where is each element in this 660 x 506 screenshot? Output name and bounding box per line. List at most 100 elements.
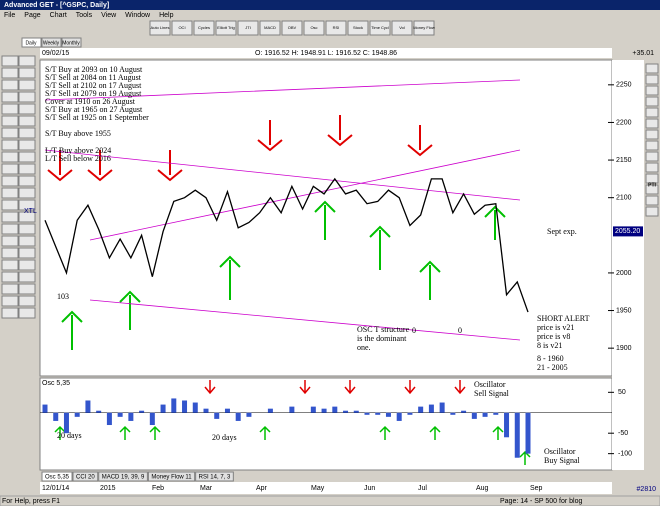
left-tool[interactable] (1, 175, 19, 187)
menu-item[interactable]: File (4, 12, 15, 19)
tool-button[interactable] (325, 20, 347, 36)
left-tool[interactable] (1, 139, 19, 151)
x-axis-label: Aug (476, 485, 489, 492)
left-tool[interactable] (1, 199, 19, 211)
right-tool[interactable] (645, 63, 659, 74)
tool-button[interactable] (281, 20, 303, 36)
osc-bar (203, 408, 209, 413)
left-tool[interactable] (18, 67, 36, 79)
menu-item[interactable]: Chart (50, 12, 67, 19)
left-tool[interactable] (1, 79, 19, 91)
chart-annotation: L/T Buy above 2024 (45, 146, 111, 155)
menu-item[interactable]: Help (159, 12, 174, 19)
left-tool[interactable] (1, 223, 19, 235)
right-tool[interactable] (645, 96, 659, 107)
right-tool[interactable] (645, 195, 659, 206)
tool-button[interactable] (303, 20, 325, 36)
tab[interactable] (61, 37, 82, 48)
tool-button[interactable] (193, 20, 215, 36)
left-tool[interactable] (18, 307, 36, 319)
left-tool[interactable] (1, 103, 19, 115)
right-tool[interactable] (645, 162, 659, 173)
status-left: For Help, press F1 (2, 498, 60, 505)
left-tool[interactable] (18, 127, 36, 139)
left-tool[interactable] (18, 295, 36, 307)
left-tool[interactable] (1, 211, 19, 223)
right-tool[interactable] (645, 151, 659, 162)
left-tool[interactable] (1, 295, 19, 307)
left-tool[interactable] (18, 199, 36, 211)
right-tool[interactable] (645, 129, 659, 140)
left-tool[interactable] (1, 271, 19, 283)
left-tool[interactable] (18, 187, 36, 199)
right-tool[interactable] (645, 206, 659, 217)
tool-button[interactable] (369, 20, 391, 36)
left-tool[interactable] (18, 91, 36, 103)
left-tool[interactable] (18, 235, 36, 247)
tool-button[interactable] (391, 20, 413, 36)
osc-bar (149, 412, 155, 426)
tool-button[interactable] (413, 20, 435, 36)
indicator-tab[interactable] (72, 471, 99, 482)
menu-item[interactable]: Tools (76, 12, 93, 19)
tool-button[interactable] (237, 20, 259, 36)
right-tool[interactable] (645, 85, 659, 96)
left-tool[interactable] (1, 67, 19, 79)
indicator-tab[interactable] (195, 471, 234, 482)
right-tool[interactable] (645, 74, 659, 85)
indicator-tab[interactable] (147, 471, 196, 482)
tab-label: Monthly (62, 40, 80, 46)
tab[interactable] (21, 37, 42, 48)
tab[interactable] (41, 37, 62, 48)
menu-item[interactable]: Page (24, 12, 40, 19)
right-tool[interactable] (645, 118, 659, 129)
left-tool[interactable] (18, 139, 36, 151)
tool-button[interactable] (215, 20, 237, 36)
osc-bar (514, 412, 520, 458)
osc-bar (160, 404, 166, 413)
left-tool[interactable] (18, 271, 36, 283)
status-right: Page: 14 - SP 500 for blog (500, 498, 582, 505)
left-tool[interactable] (18, 55, 36, 67)
menu-item[interactable]: Window (125, 12, 151, 19)
left-tool[interactable] (18, 283, 36, 295)
indicator-tab[interactable] (98, 471, 148, 482)
left-tool[interactable] (1, 151, 19, 163)
menu-item[interactable]: View (101, 12, 117, 19)
left-tool[interactable] (18, 115, 36, 127)
left-tool[interactable] (1, 187, 19, 199)
left-tool[interactable] (1, 259, 19, 271)
left-tool[interactable] (1, 115, 19, 127)
left-tool[interactable] (1, 235, 19, 247)
tool-button[interactable] (171, 20, 193, 36)
osc-bar (332, 406, 338, 413)
left-tool[interactable] (18, 103, 36, 115)
left-tool[interactable] (18, 175, 36, 187)
left-tool[interactable] (1, 55, 19, 67)
left-tool[interactable] (18, 163, 36, 175)
left-tool[interactable] (1, 307, 19, 319)
right-tool[interactable] (645, 107, 659, 118)
left-tool[interactable] (1, 91, 19, 103)
right-tool[interactable] (645, 140, 659, 151)
tool-button[interactable] (347, 20, 369, 36)
right-tool[interactable] (645, 173, 659, 184)
left-tool[interactable] (18, 79, 36, 91)
left-tool[interactable] (1, 127, 19, 139)
osc-bar (128, 412, 134, 421)
left-tool[interactable] (18, 247, 36, 259)
tool-button[interactable] (259, 20, 281, 36)
x-axis-label: Feb (152, 485, 164, 492)
left-tool[interactable] (18, 259, 36, 271)
left-tool[interactable] (18, 151, 36, 163)
tool-button[interactable] (149, 20, 171, 36)
right-tool[interactable] (645, 184, 659, 195)
left-tool[interactable] (1, 283, 19, 295)
left-tool[interactable] (1, 247, 19, 259)
left-tool[interactable] (18, 223, 36, 235)
left-tool[interactable] (18, 211, 36, 223)
indicator-tab[interactable] (41, 471, 73, 482)
osc-tick-label: -50 (618, 430, 628, 437)
osc-bar (85, 400, 91, 413)
left-tool[interactable] (1, 163, 19, 175)
